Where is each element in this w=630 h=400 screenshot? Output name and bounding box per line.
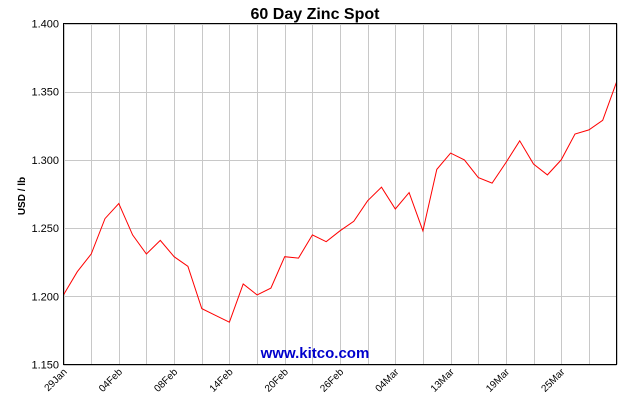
x-axis-ticks: 29Jan 04Feb 08Feb 14Feb 20Feb 26Feb 04Mar 13Mar… — [43, 366, 568, 394]
y-axis-ticks: 1.150 1.200 1.250 1.300 1.350 1.400 — [31, 19, 59, 372]
y-tick-label: 1.200 — [31, 291, 59, 303]
y-tick-label: 1.150 — [31, 360, 59, 372]
y-tick-label: 1.250 — [31, 223, 59, 235]
x-tick-label: 08Feb — [152, 367, 180, 395]
chart-title: 60 Day Zinc Spot — [251, 6, 381, 23]
y-tick-label: 1.400 — [31, 19, 59, 31]
x-tick-label: 14Feb — [208, 367, 236, 395]
y-tick-label: 1.350 — [31, 87, 59, 99]
x-tick-label: 19Mar — [484, 366, 512, 394]
x-tick-label: 20Feb — [263, 367, 291, 395]
zinc-price-line — [63, 82, 617, 323]
x-tick-label: 26Feb — [318, 367, 346, 395]
x-tick-label: 04Mar — [374, 366, 402, 394]
x-tick-label: 25Mar — [539, 366, 567, 394]
series-layer — [63, 82, 617, 323]
gridlines — [63, 23, 618, 366]
y-tick-label: 1.300 — [31, 155, 59, 167]
x-tick-label: 13Mar — [429, 366, 457, 394]
plot-frame — [63, 23, 617, 365]
kitco-watermark: www.kitco.com — [260, 345, 370, 362]
y-axis-label: USD / lb — [17, 177, 28, 215]
x-tick-label: 04Feb — [97, 367, 125, 395]
